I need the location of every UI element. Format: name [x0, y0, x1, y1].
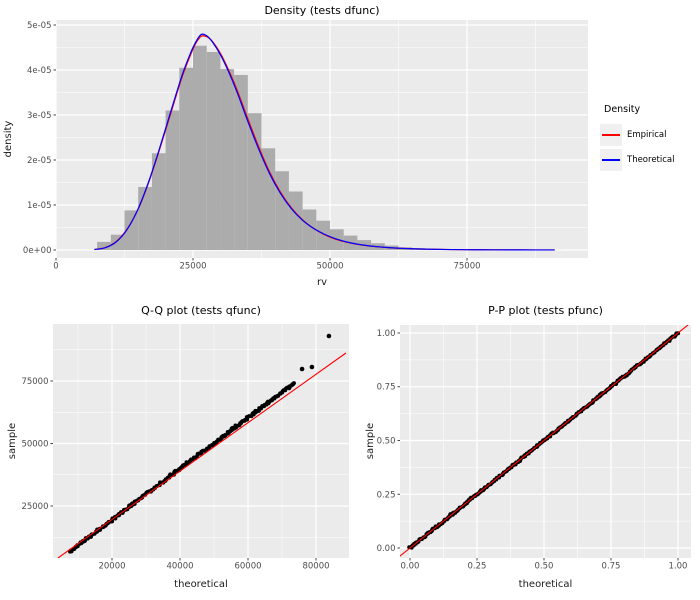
reference-line — [400, 325, 689, 557]
x-tick-label: 0.50 — [535, 562, 554, 572]
data-layer — [400, 325, 689, 557]
x-tick-label: 0.00 — [401, 562, 420, 572]
histogram-bar — [261, 148, 276, 250]
x-tick-label: 0.25 — [468, 562, 487, 572]
y-tick-label: 5e-05 — [27, 21, 52, 31]
density-y-axis-label: density — [3, 120, 14, 158]
density-x-axis-label: rv — [316, 277, 328, 288]
qq-plot-canvas: 20000 40000 60000 80000 25000 50000 75000 — [21, 324, 349, 572]
legend-key-theoretical — [600, 149, 622, 171]
reference-line — [57, 352, 347, 558]
pp-plot-canvas: 0.00 0.25 0.50 0.75 1.00 0.00 0.25 0.50 0.75 1.00 — [377, 325, 691, 572]
y-tick-label: 1.00 — [377, 329, 396, 339]
histogram-bar — [206, 51, 221, 250]
y-tick-label: 0e+00 — [23, 246, 52, 256]
legend-title: Density — [604, 104, 641, 115]
density-plot-title: Density (tests dfunc) — [264, 4, 380, 17]
x-tick-label: 50000 — [316, 262, 343, 272]
empirical-line-swatch — [602, 134, 620, 136]
x-tick-label: 1.00 — [669, 562, 688, 572]
y-tick-label: 0.50 — [377, 437, 396, 447]
legend-item-theoretical: Theoretical — [600, 149, 700, 171]
y-tick-label: 50000 — [21, 440, 48, 450]
y-tick-label: 0.25 — [377, 490, 396, 500]
pp-y-axis-label: sample — [365, 422, 376, 460]
pp-plot-title: P-P plot (tests pfunc) — [488, 304, 603, 317]
qq-plot-chart: Q-Q plot (tests qfunc) 20000 40000 60000 80… — [0, 300, 360, 600]
legend-item-empirical: Empirical — [600, 124, 700, 146]
histogram-bar — [151, 153, 166, 250]
histogram-bar — [247, 113, 262, 250]
legend-label-empirical: Empirical — [627, 130, 667, 140]
y-tick-label: 3e-05 — [27, 111, 52, 121]
qq-x-axis-label: theoretical — [174, 579, 228, 590]
y-tick-label: 75000 — [21, 377, 48, 387]
x-tick-label: 0.75 — [602, 562, 621, 572]
x-tick-label: 0 — [53, 262, 58, 272]
theoretical-density-curve — [94, 33, 555, 251]
data-layer — [57, 333, 347, 558]
y-tick-label: 0.75 — [377, 383, 396, 393]
legend: Density Empirical Theoretical — [600, 104, 700, 174]
histogram-bar — [179, 67, 194, 250]
x-tick-label: 25000 — [179, 262, 206, 272]
qq-plot-title: Q-Q plot (tests qfunc) — [141, 304, 261, 317]
histogram-bar — [165, 110, 180, 250]
x-tick-label: 40000 — [166, 562, 193, 572]
y-tick-label: 1e-05 — [27, 201, 52, 211]
legend-label-theoretical: Theoretical — [627, 155, 675, 165]
x-tick-label: 75000 — [453, 262, 480, 272]
histogram-bar — [97, 241, 111, 250]
panel-background — [53, 324, 349, 558]
histogram-bar — [288, 191, 303, 250]
y-tick-label: 2e-05 — [27, 156, 52, 166]
x-tick-label: 80000 — [302, 562, 329, 572]
y-tick-label: 4e-05 — [27, 66, 52, 76]
histogram-bar — [302, 209, 317, 250]
histogram-bar — [275, 171, 289, 250]
y-tick-label: 0.00 — [377, 544, 396, 554]
histogram-bar — [234, 74, 248, 250]
outlier-point — [299, 366, 305, 372]
qq-y-axis-label: sample — [7, 422, 18, 460]
y-tick-label: 25000 — [21, 502, 48, 512]
density-chart: Density (tests dfunc) 0 25000 50000 75000 0e… — [3, 4, 588, 288]
histogram-bar — [138, 186, 152, 250]
x-tick-label: 20000 — [98, 562, 125, 572]
pp-x-axis-label: theoretical — [518, 579, 573, 590]
histogram-bar — [110, 234, 125, 250]
legend-key-empirical — [600, 124, 622, 146]
data-layer — [94, 33, 563, 251]
pp-plot-chart: P-P plot (tests pfunc) 0.00 0.25 0.50 0.75 1… — [360, 300, 700, 600]
histogram-bar — [316, 220, 331, 250]
outlier-point — [309, 364, 315, 370]
outlier-point — [326, 333, 332, 339]
scatter-point — [291, 381, 296, 386]
histogram-bar — [220, 69, 235, 250]
density-plot-canvas: 0 25000 50000 75000 0e+00 1e-05 2e-05 3e-05 4e-0… — [23, 20, 588, 272]
x-tick-label: 60000 — [234, 562, 261, 572]
theoretical-line-swatch — [602, 159, 620, 161]
histogram-bar — [124, 210, 139, 250]
histogram-bar — [193, 45, 207, 250]
